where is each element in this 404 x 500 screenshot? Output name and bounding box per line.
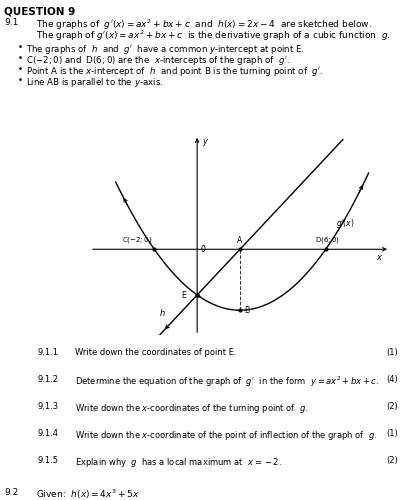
Text: B: B	[244, 306, 249, 314]
Text: E: E	[182, 290, 186, 300]
Text: (1): (1)	[386, 348, 398, 357]
Text: (2): (2)	[386, 456, 398, 465]
Text: •: •	[18, 43, 23, 52]
Text: Determine the equation of the graph of  $g'$  in the form  $y=ax^2+bx+c$.: Determine the equation of the graph of $…	[75, 375, 379, 390]
Text: (2): (2)	[386, 402, 398, 411]
Text: 0: 0	[200, 246, 205, 254]
Text: $h$: $h$	[159, 306, 165, 318]
Text: (4): (4)	[386, 375, 398, 384]
Text: Given:  $h(x)=4x^3+5x$: Given: $h(x)=4x^3+5x$	[36, 488, 140, 500]
Text: Point A is the $x$-intercept of  $h$  and point B is the turning point of  $g'$.: Point A is the $x$-intercept of $h$ and …	[26, 65, 323, 78]
Text: Write down the $x$-coordinates of the turning point of  $g$.: Write down the $x$-coordinates of the tu…	[75, 402, 308, 415]
Text: 9.1.5: 9.1.5	[38, 456, 59, 465]
Text: 9.2: 9.2	[4, 488, 18, 497]
Text: Write down the $x$-coordinate of the point of inflection of the graph of  $g$.: Write down the $x$-coordinate of the poi…	[75, 429, 377, 442]
Text: QUESTION 9: QUESTION 9	[4, 6, 75, 16]
Text: $y$: $y$	[202, 138, 210, 148]
Text: The graphs of  $g'(x)=ax^2+bx+c$  and  $h(x)=2x-4$  are sketched below.: The graphs of $g'(x)=ax^2+bx+c$ and $h(x…	[36, 18, 372, 32]
Text: The graphs of  $h$  and  $g'$  have a common $y$-intercept at point E.: The graphs of $h$ and $g'$ have a common…	[26, 43, 305, 56]
Text: 9.1.1: 9.1.1	[38, 348, 59, 357]
Text: Line AB is parallel to the $y$-axis.: Line AB is parallel to the $y$-axis.	[26, 76, 163, 89]
Text: $g'(x)$: $g'(x)$	[337, 216, 355, 230]
Text: 9.1.2: 9.1.2	[38, 375, 59, 384]
Text: The graph of $g'(x)=ax^2+bx+c$  is the derivative graph of a cubic function  $g$: The graph of $g'(x)=ax^2+bx+c$ is the de…	[36, 29, 391, 43]
Text: •: •	[18, 54, 23, 63]
Text: Explain why  $g$  has a local maximum at  $x=-2$.: Explain why $g$ has a local maximum at $…	[75, 456, 282, 469]
Text: 9.1: 9.1	[4, 18, 18, 27]
Text: 9.1.4: 9.1.4	[38, 429, 59, 438]
Text: D$(6 ; 0)$: D$(6 ; 0)$	[315, 234, 340, 244]
Text: 9.1.3: 9.1.3	[38, 402, 59, 411]
Text: Write down the coordinates of point E.: Write down the coordinates of point E.	[75, 348, 236, 357]
Text: $x$: $x$	[376, 254, 383, 262]
Text: A: A	[238, 236, 243, 244]
Text: •: •	[18, 65, 23, 74]
Text: C$(-2 ; 0)$: C$(-2 ; 0)$	[122, 234, 152, 244]
Text: •: •	[18, 76, 23, 85]
Text: C$(-2 ; 0)$ and  D$(6 ; 0)$ are the  $x$-intercepts of the graph of  $g'$.: C$(-2 ; 0)$ and D$(6 ; 0)$ are the $x$-i…	[26, 54, 290, 67]
Text: (1): (1)	[386, 429, 398, 438]
